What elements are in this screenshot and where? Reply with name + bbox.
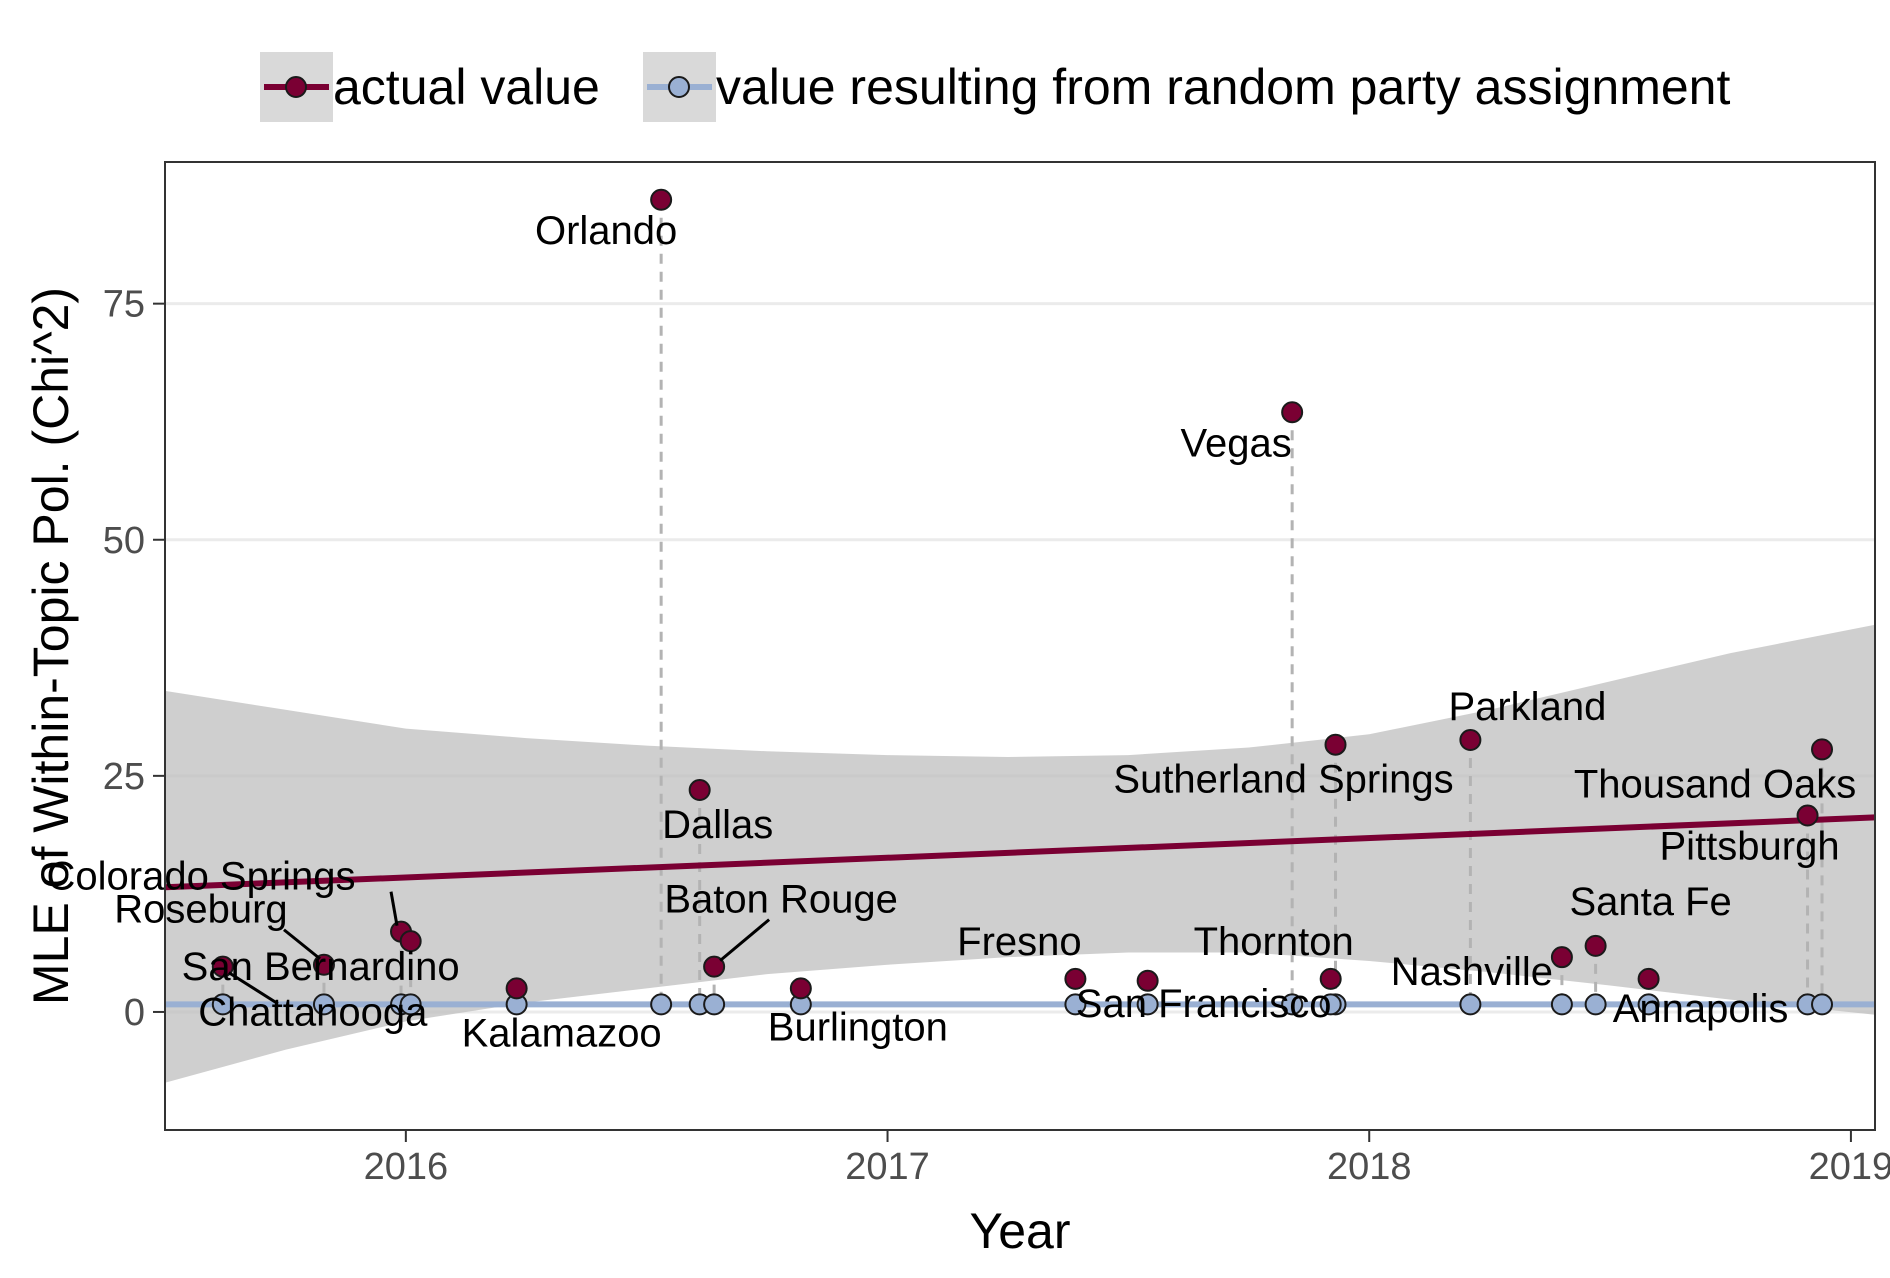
- legend: actual value value resulting from random…: [260, 52, 1730, 122]
- random-point: [399, 993, 422, 1016]
- point-label: Burlington: [768, 1005, 948, 1049]
- actual-point: [1064, 967, 1087, 990]
- actual-point: [211, 955, 234, 978]
- random-point: [1136, 993, 1159, 1016]
- random-point: [1637, 993, 1660, 1016]
- label-leader-line: [228, 971, 279, 1005]
- x-tick-label: 2018: [1327, 1146, 1412, 1188]
- random-point: [1064, 993, 1087, 1016]
- point-labels: Roseburg Chattanooga Colorado Springs San B…: [46, 209, 1856, 1056]
- random-point: [1319, 993, 1342, 1016]
- actual-point: [505, 977, 528, 1000]
- actual-point: [703, 955, 726, 978]
- point-label: San Francisco: [1076, 982, 1332, 1026]
- point-label: Nashville: [1391, 950, 1553, 994]
- random-point: [1584, 993, 1607, 1016]
- x-axis-title: Year: [969, 1203, 1070, 1259]
- label-leader-line: [719, 918, 771, 962]
- point-label: Sutherland Springs: [1113, 758, 1453, 802]
- actual-point: [1637, 967, 1660, 990]
- y-tick-label: 25: [103, 756, 145, 798]
- point-label: Roseburg: [114, 888, 287, 932]
- actual-point: [1281, 401, 1304, 424]
- legend-label-random: value resulting from random party assign…: [716, 59, 1730, 115]
- actual-point: [1796, 804, 1819, 827]
- actual-point: [1584, 934, 1607, 957]
- legend-key-actual-point: [285, 76, 307, 98]
- legend-key-random-point: [668, 76, 690, 98]
- actual-points: [211, 188, 1834, 1000]
- y-axis-title: MLE of Within-Topic Pol. (Chi^2): [23, 287, 79, 1005]
- point-label: Baton Rouge: [664, 878, 898, 922]
- actual-point: [650, 188, 673, 211]
- random-point: [1550, 993, 1573, 1016]
- point-label: Dallas: [662, 803, 773, 847]
- actual-point: [688, 779, 711, 802]
- legend-label-actual: actual value: [333, 59, 600, 115]
- label-leader-line: [389, 891, 399, 926]
- actual-point: [1811, 738, 1834, 761]
- random-points: [211, 993, 1834, 1016]
- trend-line-actual: [164, 814, 1876, 891]
- plot-panel-border: [164, 161, 1876, 1131]
- x-tick-label: 2019: [1809, 1146, 1890, 1188]
- actual-point: [1550, 946, 1573, 969]
- actual-point: [1136, 969, 1159, 992]
- actual-point: [399, 930, 422, 953]
- random-point: [312, 993, 335, 1016]
- x-tick-label: 2016: [364, 1146, 449, 1188]
- y-axis: 0 25 50 75: [103, 284, 165, 1034]
- label-leader-lines: [228, 891, 771, 1005]
- point-label: Santa Fe: [1569, 880, 1731, 924]
- y-tick-label: 0: [124, 992, 145, 1034]
- x-axis: 2016 2017 2018 2019: [364, 1130, 1890, 1188]
- point-label: Thousand Oaks: [1574, 762, 1856, 806]
- point-label: Orlando: [535, 209, 677, 253]
- actual-point: [1319, 967, 1342, 990]
- point-label: San Bernardino: [182, 945, 460, 989]
- point-label: Kalamazoo: [462, 1011, 662, 1055]
- point-label: Chattanooga: [198, 991, 428, 1035]
- point-label: Pittsburgh: [1660, 825, 1840, 869]
- random-point: [703, 993, 726, 1016]
- point-label: Vegas: [1181, 421, 1292, 465]
- y-tick-label: 50: [103, 520, 145, 562]
- point-label: Thornton: [1194, 920, 1354, 964]
- label-leader-line: [283, 928, 321, 960]
- actual-point: [1459, 728, 1482, 751]
- point-label: Colorado Springs: [46, 855, 355, 899]
- y-tick-label: 75: [103, 284, 145, 326]
- actual-point: [1324, 733, 1347, 756]
- random-point: [1811, 993, 1834, 1016]
- random-point: [650, 993, 673, 1016]
- x-tick-label: 2017: [845, 1146, 930, 1188]
- point-label: Parkland: [1448, 685, 1606, 729]
- point-label: Fresno: [957, 920, 1082, 964]
- random-point: [211, 993, 234, 1016]
- actual-point: [789, 977, 812, 1000]
- point-label: Annapolis: [1613, 987, 1789, 1031]
- random-point: [1459, 993, 1482, 1016]
- random-point: [1281, 993, 1304, 1016]
